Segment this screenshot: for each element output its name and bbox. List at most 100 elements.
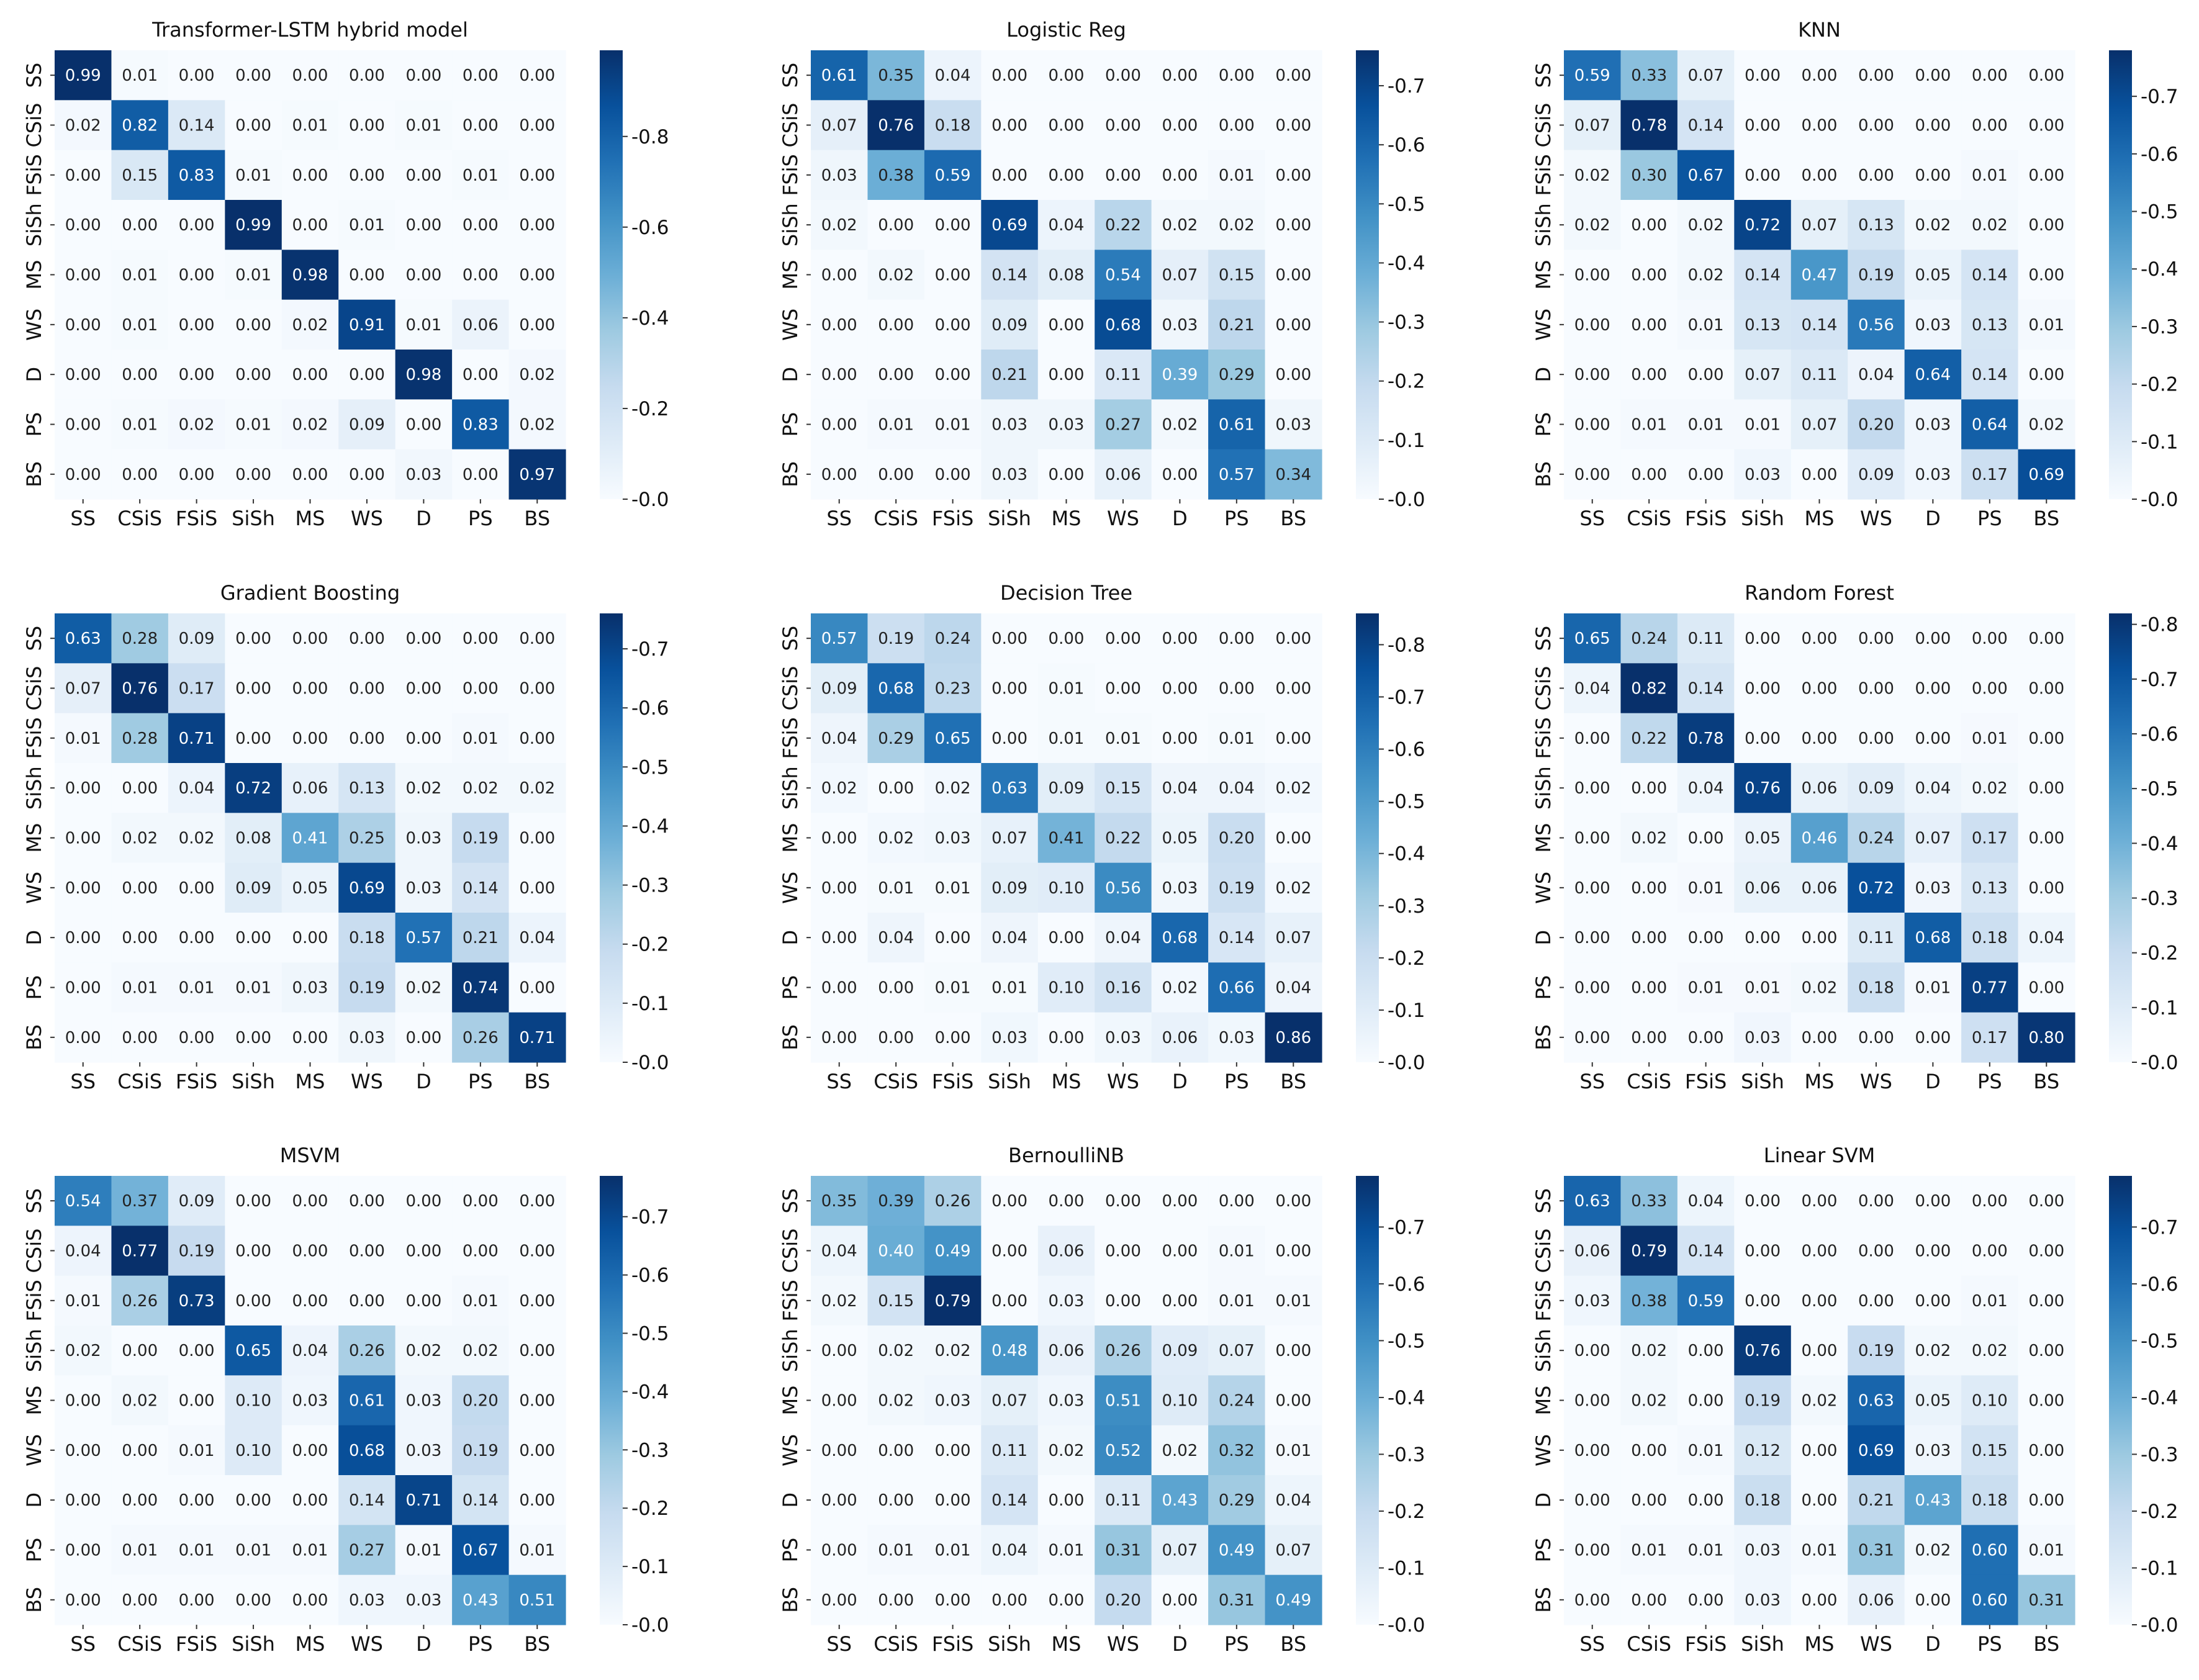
cell-value-label: 0.00 [1275,216,1311,235]
heatmap-cell [281,200,339,250]
cell-value-label: 0.00 [991,1192,1027,1211]
heatmap-cell [1848,1275,1905,1326]
cell-value-label: 0.24 [935,630,971,648]
cell-value-label: 0.11 [1105,1491,1141,1510]
heatmap-cell [1734,1475,1792,1525]
heatmap-cell [2018,399,2075,450]
colorbar-tick-label: -0.2 [2141,374,2179,396]
cell-value-label: 0.01 [122,416,158,435]
heatmap-cell [111,150,169,201]
colorbar-tick-label: -0.5 [631,756,669,779]
cell-value-label: 0.43 [463,1591,499,1610]
heatmap-cell [1848,1574,1905,1625]
cell-value-label: 0.00 [821,1442,857,1460]
heatmap-cell [55,1425,112,1476]
heatmap-cell [981,1525,1039,1576]
cell-value-label: 0.03 [991,466,1027,484]
cell-value-label: 0.02 [519,416,555,435]
x-tick-label: FSiS [1685,1632,1727,1656]
colorbar-tick-label: -0.4 [631,1381,669,1403]
cell-value-label: 0.76 [122,680,158,698]
y-tick-label: PS [779,1538,802,1563]
heatmap-cell [924,813,982,864]
cell-value-label: 0.09 [1049,779,1085,798]
cell-value-label: 0.00 [1688,1491,1724,1510]
y-tick-label: SiSh [1532,203,1555,246]
heatmap-cell [1620,1325,1678,1376]
x-tick-label: SS [70,507,96,530]
cell-value-label: 0.00 [519,1242,555,1261]
cell-value-label: 0.09 [179,1192,215,1211]
cell-value-label: 0.03 [1162,879,1198,898]
cell-value-label: 0.00 [235,630,271,648]
y-tick-label: PS [1532,975,1555,1000]
heatmap-cell [1151,1375,1209,1426]
y-tick-label: BS [1532,461,1555,487]
cell-value-label: 0.01 [1688,1442,1724,1460]
cell-value-label: 0.09 [991,879,1027,898]
colorbar-tick-label: -0.6 [2141,143,2179,166]
heatmap-cell [1848,150,1905,201]
cell-value-label: 0.00 [1275,117,1311,135]
heatmap-cell [1904,1275,1962,1326]
heatmap-cell [1961,1176,2019,1226]
y-tick-label: D [22,367,46,382]
cell-value-label: 0.00 [235,1591,271,1610]
cell-value-label: 0.04 [935,66,971,85]
cell-value-label: 0.14 [179,117,215,135]
heatmap-cell [395,613,453,664]
cell-value-label: 0.02 [65,117,101,135]
colorbar-tick-label: -0.3 [1388,1443,1425,1466]
cell-value-label: 0.00 [519,1491,555,1510]
cell-value-label: 0.01 [1631,416,1667,435]
heatmap-cell [1677,449,1735,500]
heatmap-cell [1037,250,1095,300]
cell-value-label: 0.03 [1745,1542,1781,1560]
heatmap-cell [1564,350,1622,400]
colorbar [2109,613,2132,1062]
heatmap-cell [1037,1325,1095,1376]
cell-value-label: 0.01 [235,266,271,285]
cell-value-label: 0.00 [821,979,857,998]
cell-value-label: 0.02 [1915,216,1951,235]
heatmap-cell [508,1425,566,1476]
heatmap-cell [1734,962,1792,1013]
heatmap-cell [1208,200,1266,250]
heatmap-cell [2018,763,2075,813]
cell-value-label: 0.00 [1802,166,1838,185]
heatmap-cell [1790,1176,1848,1226]
heatmap-cell [1961,613,2019,664]
heatmap-cell [1037,50,1095,101]
heatmap-cell [452,50,510,101]
cell-value-label: 0.00 [235,729,271,748]
cell-value-label: 0.00 [292,166,328,185]
cell-value-label: 0.63 [991,779,1027,798]
cell-value-label: 0.03 [1745,1591,1781,1610]
y-tick-label: SS [22,626,46,651]
cell-value-label: 0.04 [1162,779,1198,798]
heatmap-cell [395,1012,453,1063]
cell-value-label: 0.02 [405,1342,441,1360]
cell-value-label: 0.00 [1631,779,1667,798]
cell-value-label: 0.00 [463,66,499,85]
heatmap-cell [1620,1574,1678,1625]
x-tick-label: BS [1280,507,1306,530]
heatmap-cell [1095,962,1152,1013]
heatmap-cell [1904,1226,1962,1276]
heatmap-cell [168,962,225,1013]
cell-value-label: 0.00 [1915,166,1951,185]
heatmap-cell [1564,1525,1622,1576]
cell-value-label: 0.13 [1972,879,2008,898]
cell-value-label: 0.00 [1858,117,1894,135]
cell-value-label: 0.00 [1049,117,1085,135]
x-tick-label: WS [1860,507,1892,530]
cell-value-label: 0.21 [1858,1491,1894,1510]
cell-value-label: 0.00 [179,66,215,85]
heatmap-cell [281,299,339,350]
cell-value-label: 0.20 [1219,829,1255,848]
heatmap-cell [225,200,282,250]
cell-value-label: 0.65 [1574,630,1610,648]
cell-value-label: 0.00 [1574,929,1610,947]
heatmap-cell [981,100,1039,151]
heatmap-cell [1677,663,1735,714]
